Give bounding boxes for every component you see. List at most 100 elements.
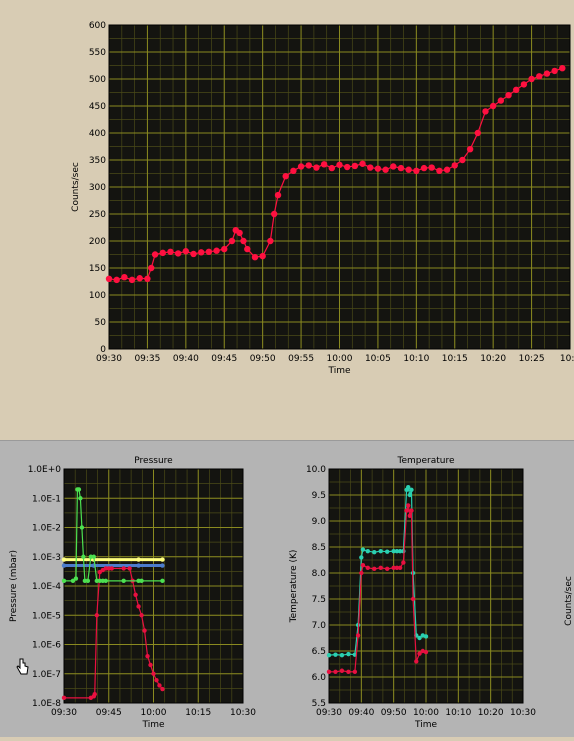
data-point	[346, 651, 351, 657]
data-point	[127, 566, 132, 571]
data-point	[61, 563, 67, 568]
data-point	[160, 578, 165, 584]
data-point	[145, 653, 150, 659]
data-point	[336, 161, 343, 169]
y-tick-label: 50	[95, 318, 107, 328]
data-point	[328, 164, 336, 172]
y-tick-label: 400	[89, 129, 106, 139]
data-point	[282, 173, 289, 180]
chart-title: Temperature	[396, 456, 454, 466]
plot-frame	[108, 24, 571, 350]
side-axis-label: Counts/sec	[564, 576, 574, 626]
y-tick-label: 7.0	[312, 621, 327, 631]
data-point	[136, 563, 141, 568]
data-point	[355, 633, 361, 638]
data-point	[407, 513, 413, 518]
x-tick-label: 10:10	[445, 708, 471, 718]
data-point	[109, 566, 114, 571]
data-point	[474, 129, 481, 137]
data-point	[410, 596, 416, 602]
data-point	[420, 164, 428, 172]
x-tick-label: 09:40	[348, 708, 374, 718]
data-point	[365, 548, 370, 554]
data-point	[160, 563, 165, 568]
data-point	[244, 245, 251, 253]
data-point	[73, 576, 79, 581]
data-point	[92, 691, 97, 697]
data-point	[405, 166, 412, 173]
data-point	[213, 247, 220, 254]
data-point	[406, 503, 411, 508]
data-point	[333, 669, 338, 674]
data-point	[520, 81, 528, 88]
data-point	[259, 252, 266, 260]
data-point	[190, 250, 197, 258]
data-point	[148, 662, 153, 668]
data-point	[313, 164, 320, 171]
data-point	[236, 229, 243, 237]
data-point	[359, 160, 366, 167]
data-point	[372, 550, 377, 555]
data-point	[407, 492, 413, 498]
data-point	[406, 485, 411, 490]
data-point	[339, 652, 345, 658]
data-point	[81, 554, 86, 559]
y-tick-label: 10.0	[306, 465, 326, 475]
data-point	[397, 565, 403, 570]
data-point	[551, 67, 558, 75]
data-point	[182, 248, 190, 255]
y-tick-label: 600	[89, 21, 106, 31]
data-point	[391, 565, 396, 570]
data-point	[385, 549, 390, 554]
data-point	[351, 162, 359, 170]
data-point	[443, 166, 451, 173]
y-tick-label: 1.0E-1	[32, 494, 61, 504]
data-point	[267, 237, 274, 245]
data-point	[451, 162, 458, 169]
data-point	[85, 578, 91, 584]
data-point	[339, 668, 345, 673]
y-tick-label: 9.0	[312, 517, 327, 527]
x-tick-label: 10:05	[365, 354, 391, 364]
data-point	[428, 164, 435, 171]
y-tick-label: 200	[89, 237, 106, 247]
data-point	[121, 566, 126, 571]
data-point	[221, 245, 228, 253]
data-point	[352, 669, 358, 674]
data-point	[91, 554, 97, 559]
data-point	[103, 578, 108, 584]
data-point	[79, 525, 85, 530]
series-line	[108, 67, 563, 281]
x-axis-label: Time	[141, 720, 164, 730]
data-point	[78, 496, 83, 501]
y-tick-label: 500	[89, 75, 106, 85]
data-point	[290, 167, 297, 174]
x-tick-label: 10:00	[141, 708, 167, 718]
data-point	[397, 164, 405, 172]
y-tick-label: 8.5	[312, 543, 326, 553]
y-tick-label: 350	[89, 156, 106, 166]
data-point	[513, 86, 520, 94]
y-tick-label: 6.5	[312, 647, 326, 657]
y-tick-label: 9.5	[312, 491, 326, 501]
lower-panel: 09:30 09:45 10:00 10:15 10:30 1.0E+0 1.0E-1 1.0…	[0, 440, 574, 737]
data-point	[333, 652, 338, 657]
y-tick-label: 1.0E-8	[32, 699, 61, 709]
hand-cursor-icon	[16, 658, 30, 680]
data-point	[157, 683, 162, 688]
data-point	[136, 275, 143, 282]
x-tick-label: 10:20	[480, 354, 506, 364]
data-point	[139, 613, 144, 618]
data-point	[160, 686, 165, 692]
data-point	[205, 248, 213, 255]
y-tick-label: 250	[89, 210, 106, 220]
data-point	[417, 635, 422, 641]
data-point	[372, 566, 377, 572]
data-point	[128, 276, 136, 284]
y-tick-label: 6.0	[312, 673, 327, 683]
data-point	[482, 108, 489, 115]
data-point	[148, 264, 155, 272]
data-point	[378, 548, 383, 554]
data-point	[139, 578, 144, 584]
data-point	[151, 671, 156, 676]
